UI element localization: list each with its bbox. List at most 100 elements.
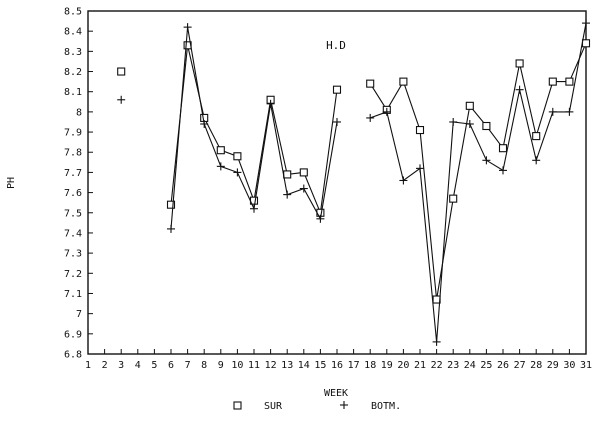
- legend-marker-plus: [340, 401, 348, 409]
- x-tick-label: 9: [218, 360, 224, 371]
- data-point-plus: [316, 214, 325, 223]
- y-tick-label: 6.9: [64, 329, 82, 340]
- series-botm: [117, 19, 590, 346]
- y-tick-label: 8.1: [64, 87, 82, 98]
- chart-annotation: H.D: [326, 39, 346, 52]
- x-tick-label: 2: [102, 360, 108, 371]
- x-tick-label: 11: [248, 360, 260, 371]
- x-tick-label: 31: [580, 360, 592, 371]
- x-tick-label: 25: [480, 360, 492, 371]
- x-tick-label: 15: [314, 360, 326, 371]
- data-point-square: [117, 67, 126, 76]
- y-tick-label: 7.1: [64, 289, 82, 300]
- y-tick-label: 7.9: [64, 128, 82, 139]
- x-tick-label: 1: [85, 360, 91, 371]
- data-point-square: [515, 59, 524, 68]
- y-tick-label: 7.6: [64, 188, 82, 199]
- data-point-plus: [499, 166, 507, 175]
- data-point-plus: [382, 107, 391, 116]
- x-tick-label: 5: [151, 360, 157, 371]
- x-tick-label: 30: [563, 360, 575, 371]
- x-tick-label: 28: [530, 360, 542, 371]
- y-tick-label: 7.5: [64, 208, 82, 219]
- data-point-square: [482, 121, 491, 131]
- x-tick-label: 10: [231, 360, 243, 371]
- x-axis-label: WEEK: [324, 388, 348, 399]
- data-point-square: [366, 79, 375, 88]
- data-point-plus: [117, 95, 126, 104]
- legend: SUR BOTM.: [233, 401, 401, 412]
- data-point-plus: [548, 107, 557, 116]
- data-point-square: [581, 39, 591, 48]
- legend-label-sur: SUR: [264, 401, 283, 412]
- data-point-plus: [366, 113, 375, 122]
- x-tick-label: 26: [497, 360, 509, 371]
- data-point-plus: [565, 107, 574, 116]
- data-point-square: [233, 152, 242, 161]
- data-point-plus: [299, 184, 308, 193]
- series-line: [369, 43, 587, 300]
- y-tick-label: 7.4: [64, 228, 82, 239]
- series-layer: [117, 19, 591, 346]
- data-point-square: [166, 200, 176, 209]
- y-tick-label: 8.3: [64, 47, 82, 58]
- series-line: [370, 22, 587, 342]
- x-tick-label: 18: [364, 360, 376, 371]
- y-tick-label: 8: [76, 107, 82, 118]
- data-point-square: [532, 132, 541, 141]
- data-point-plus: [482, 156, 491, 165]
- data-point-plus: [200, 119, 209, 128]
- y-tick-label: 7.8: [64, 148, 82, 159]
- series-sur: [117, 39, 591, 304]
- x-tick-label: 12: [265, 360, 277, 371]
- data-point-plus: [416, 164, 424, 173]
- data-point-plus: [216, 162, 225, 171]
- data-point-square: [548, 77, 557, 86]
- y-tick-label: 6.8: [64, 350, 82, 361]
- x-tick-label: 27: [514, 360, 526, 371]
- x-tick-label: 29: [547, 360, 559, 371]
- data-point-square: [415, 125, 425, 135]
- x-tick-label: 22: [431, 360, 443, 371]
- y-tick-label: 7.3: [64, 249, 82, 260]
- x-tick-label: 24: [464, 360, 476, 371]
- data-point-plus: [167, 224, 175, 233]
- data-point-plus: [465, 119, 474, 128]
- legend-label-botm: BOTM.: [371, 401, 401, 412]
- x-tick-label: 8: [201, 360, 207, 371]
- x-tick-label: 7: [185, 360, 191, 371]
- series-line: [170, 45, 338, 215]
- data-point-square: [465, 101, 474, 110]
- data-point-plus: [582, 19, 590, 28]
- plot-frame: [87, 10, 587, 355]
- data-point-square: [565, 77, 574, 86]
- data-point-plus: [250, 204, 258, 213]
- data-point-plus: [449, 117, 458, 126]
- data-point-plus: [233, 168, 242, 177]
- data-point-plus: [283, 190, 292, 199]
- y-tick-label: 7: [76, 309, 82, 320]
- data-point-plus: [266, 99, 275, 108]
- axes: 6.8 6.9 7 7.1 7.2 7.3 7.4 7.5 7.6 7.7 7.8 7.9 8 8.1 8.…: [64, 7, 592, 372]
- x-tick-label: 19: [381, 360, 393, 371]
- x-tick-label: 17: [348, 360, 360, 371]
- x-tick-label: 21: [414, 360, 426, 371]
- data-point-square: [299, 168, 308, 177]
- data-point-square: [449, 194, 458, 203]
- data-point-plus: [432, 337, 441, 346]
- y-tick-label: 8.4: [64, 27, 82, 38]
- x-tick-label: 14: [298, 360, 310, 371]
- x-tick-label: 23: [447, 360, 459, 371]
- x-tick-label: 4: [135, 360, 141, 371]
- y-tick-label: 8.5: [64, 7, 82, 18]
- data-point-plus: [333, 117, 341, 126]
- x-tick-label: 13: [281, 360, 293, 371]
- y-tick-label: 7.7: [64, 168, 82, 179]
- data-point-plus: [183, 23, 192, 32]
- x-tick-label: 16: [331, 360, 343, 371]
- data-point-square: [283, 170, 292, 179]
- data-point-square: [216, 146, 225, 155]
- data-point-plus: [399, 176, 408, 185]
